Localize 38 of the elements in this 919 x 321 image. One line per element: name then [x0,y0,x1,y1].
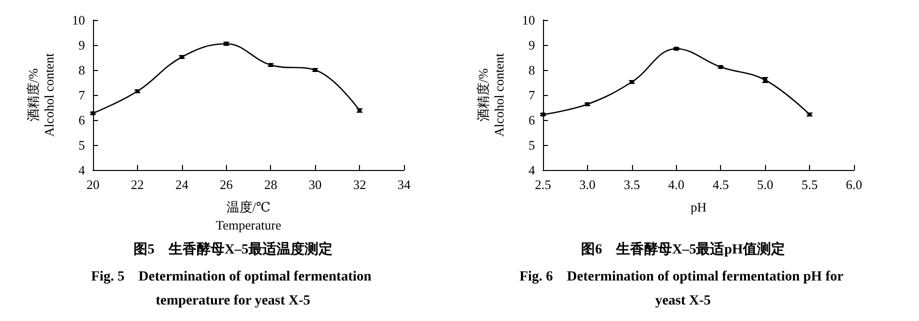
text: 图6 生香酵母X–5最适pH值测定 [581,240,785,258]
x-tick-label: 5.0 [757,177,774,192]
x-tick-label: 6.0 [846,177,862,192]
y-tick-label: 7 [78,88,86,102]
x-tick-label: 4.5 [712,177,729,192]
y-tick-label: 9 [528,38,535,52]
x-tick-label: 34 [398,177,411,192]
y-axis-title: 酒精度/% Alcohol content [26,52,56,137]
x-axis-title: pH [690,200,706,214]
text: Fig. 6 Determination of optimal fermentation pH for yeast X-5 [519,270,847,308]
x-tick-label: 30 [308,177,322,192]
y-tick-label: 4 [528,162,536,178]
y-tick-label: 9 [78,38,85,52]
y-tick-label: 8 [78,62,85,78]
y-tick-label: 4 [78,162,86,178]
x-tick-label: 24 [175,177,189,192]
y-axis-title: 酒精度/% Alcohol content [476,52,506,137]
text: Fig. 5 Determination of optimal fermentation temperature for yeast X-5 [91,270,375,308]
x-tick-label: 26 [220,177,234,192]
x-tick-label: 32 [353,177,366,192]
y-tick-label: 6 [78,112,86,128]
x-tick-label: 2.5 [534,177,552,192]
y-tick-label: 7 [528,88,536,102]
y-tick-label: 8 [528,62,535,78]
x-tick-label: 5.5 [801,177,818,192]
x-axis-title: 温度/℃ Temperature [216,200,282,232]
x-tick-label: 28 [264,177,278,192]
x-tick-label: 22 [130,177,144,192]
y-tick-label: 10 [522,12,535,28]
y-tick-label: 10 [72,12,85,28]
x-tick-label: 3.5 [624,177,640,192]
x-tick-label: 20 [86,177,100,192]
y-tick-label: 6 [528,112,536,128]
x-tick-label: 4.0 [668,177,684,192]
y-tick-label: 5 [78,138,85,152]
text: 图5 生香酵母X–5最适温度测定 [133,240,333,258]
y-tick-label: 5 [528,138,535,152]
x-tick-label: 3.0 [579,177,596,192]
